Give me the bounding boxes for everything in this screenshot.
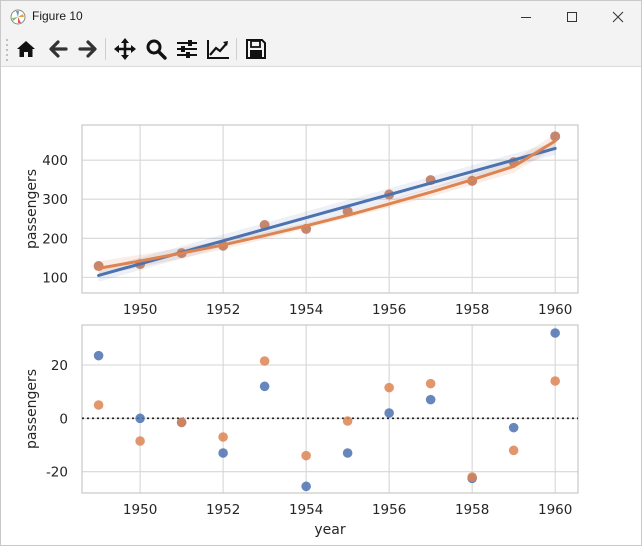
- y-tick-label: -20: [46, 465, 68, 481]
- residual-point-linear: [259, 381, 270, 392]
- magnifier-icon: [146, 39, 167, 60]
- save-button[interactable]: [243, 36, 269, 62]
- pan-button[interactable]: [112, 36, 138, 62]
- residual-point-quadratic: [550, 376, 560, 386]
- floppy-disk-icon: [246, 39, 266, 59]
- maximize-icon: [567, 12, 577, 22]
- residual-point-linear: [384, 408, 394, 418]
- x-tick-label: 1954: [289, 302, 323, 318]
- toolbar-separator: [236, 38, 237, 60]
- move-icon: [114, 38, 136, 60]
- zoom-button[interactable]: [143, 36, 169, 62]
- residual-point-quadratic: [135, 436, 145, 446]
- x-tick-label: 1960: [538, 302, 572, 318]
- close-button[interactable]: [595, 1, 641, 33]
- residual-point-linear: [93, 350, 104, 361]
- x-tick-label: 1956: [372, 302, 406, 318]
- configure-subplots-button[interactable]: [174, 36, 200, 62]
- residual-point-quadratic: [301, 450, 311, 461]
- y-tick-label: 400: [42, 153, 68, 169]
- residual-point-quadratic: [176, 417, 187, 428]
- navigation-toolbar: [1, 33, 641, 67]
- y-axis-label: passengers: [24, 169, 40, 249]
- residual-point-linear: [218, 448, 228, 458]
- residual-point-linear: [301, 481, 311, 492]
- x-tick-label: 1956: [372, 502, 406, 518]
- y-tick-label: 20: [51, 358, 68, 374]
- y-tick-label: 100: [42, 270, 68, 286]
- x-tick-label: 1960: [538, 502, 572, 518]
- x-tick-label: 1954: [289, 502, 323, 518]
- x-axis-label: year: [314, 522, 345, 538]
- y-axis-label: passengers: [24, 369, 40, 449]
- toolbar-separator: [105, 38, 106, 60]
- residual-point-linear: [550, 328, 560, 338]
- matplotlib-app-icon: [10, 9, 26, 25]
- y-tick-label: 200: [42, 231, 68, 247]
- home-button[interactable]: [13, 36, 39, 62]
- arrow-left-icon: [49, 40, 68, 58]
- x-tick-label: 1952: [206, 302, 240, 318]
- back-button[interactable]: [45, 36, 71, 62]
- minimize-button[interactable]: [503, 1, 549, 33]
- axes-frame: [81, 124, 579, 294]
- axes-frame: [81, 324, 579, 494]
- figure-svg: 1950 1952 1954 1956 1958 1960100200300400pass…: [24, 124, 579, 538]
- close-icon: [612, 11, 624, 23]
- data-point: [550, 131, 561, 142]
- residual-point-quadratic: [508, 445, 519, 456]
- top-axes-regression: 1950 1952 1954 1956 1958 1960 100 200 300 400pass…: [24, 124, 579, 318]
- residual-point-quadratic: [218, 432, 228, 442]
- bottom-axes-residuals: 1950 1952 1954 1956 1958 1960 -20 0 20 passengers…: [24, 324, 579, 538]
- quadratic-fit-line: [97, 139, 557, 270]
- x-tick-label: 1958: [455, 502, 489, 518]
- minimize-icon: [521, 17, 531, 18]
- y-tick-label: 300: [42, 192, 68, 208]
- window-title: Figure 10: [32, 9, 83, 23]
- arrow-right-icon: [78, 40, 97, 58]
- residual-point-linear: [508, 422, 519, 433]
- residual-point-linear: [425, 394, 436, 405]
- forward-button[interactable]: [75, 36, 101, 62]
- residual-point-quadratic: [342, 416, 353, 426]
- home-icon: [17, 41, 35, 57]
- residual-point-quadratic: [384, 382, 394, 393]
- y-tick-label: 0: [59, 411, 68, 427]
- x-tick-label: 1952: [206, 502, 240, 518]
- maximize-button[interactable]: [549, 1, 595, 33]
- edit-axes-button[interactable]: [205, 36, 231, 62]
- line-chart-icon: [207, 40, 229, 59]
- sliders-icon: [177, 40, 197, 58]
- residual-point-quadratic: [467, 472, 477, 482]
- residual-point-quadratic: [93, 400, 104, 410]
- x-tick-label: 1950: [123, 302, 157, 318]
- figure-canvas[interactable]: 1950 1952 1954 1956 1958 1960 100 200 300 400 pass…: [1, 67, 641, 545]
- residual-point-quadratic: [259, 356, 270, 366]
- x-tick-label: 1950: [123, 502, 157, 518]
- residual-point-linear: [135, 413, 145, 424]
- title-bar: Figure 10: [1, 1, 641, 33]
- x-tick-label: 1958: [455, 302, 489, 318]
- residual-point-linear: [342, 448, 353, 458]
- residual-point-quadratic: [425, 378, 436, 389]
- toolbar-grip-icon: [6, 39, 8, 61]
